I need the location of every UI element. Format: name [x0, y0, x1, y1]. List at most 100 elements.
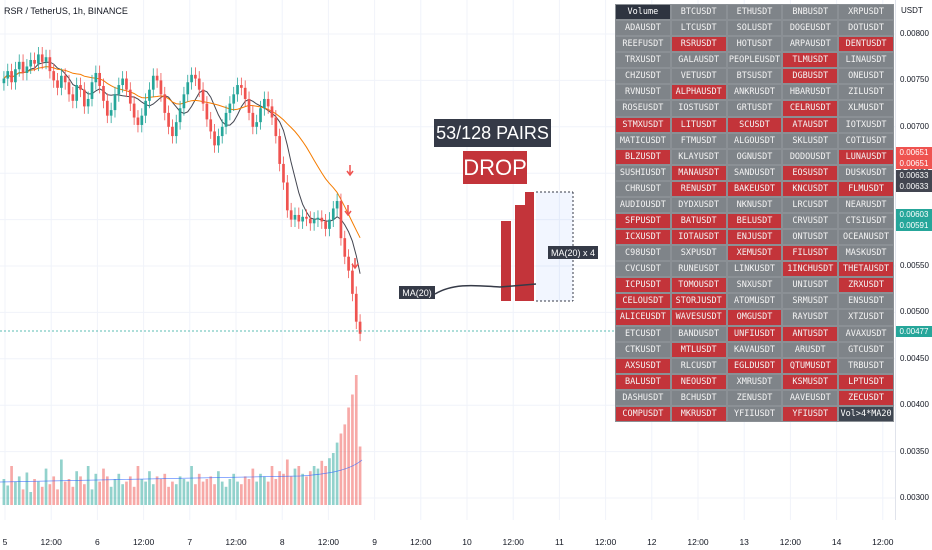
volume-bar [243, 476, 247, 505]
screener-cell: LPTUSDT [838, 373, 894, 390]
candle-body [358, 321, 362, 334]
x-tick-label: 11 [554, 537, 564, 547]
screener-cell: HOTUSDT [726, 36, 783, 53]
candle-body [83, 89, 86, 107]
screener-cell: RENUSDT [670, 180, 727, 197]
y-tick-label: 0.00300 [900, 493, 929, 502]
candle-body [105, 100, 109, 116]
screener-cell: ATOMUSDT [726, 293, 783, 310]
screener-cell: BELUSDT [726, 213, 783, 230]
candle-body [351, 270, 354, 294]
screener-cell: SKLUSDT [782, 132, 839, 149]
candle-body [270, 106, 274, 118]
volume-bar [10, 466, 13, 505]
candle-body [25, 66, 29, 73]
candle-body [171, 126, 174, 137]
screener-cell: REEFUSDT [615, 36, 671, 53]
volume-bar [6, 485, 10, 505]
signal-arrow-down [346, 165, 354, 177]
screener-cell: ZECUSDT [838, 389, 894, 406]
screener-cell: SOLUSDT [726, 20, 783, 37]
screener-cell: RUNEUSDT [670, 261, 727, 278]
volume-bar [33, 479, 36, 505]
screener-cell: LITUSDT [670, 116, 727, 133]
screener-cell: FTMUSDT [670, 132, 727, 149]
screener-cell: OCEANUSDT [838, 229, 894, 246]
candle-body [213, 131, 216, 146]
screener-cell: YFIUSDT [782, 405, 839, 422]
candle-body [140, 115, 144, 125]
candle-body [324, 221, 327, 229]
volume-bar [52, 476, 56, 505]
volume-bar [98, 481, 101, 505]
volume-bar [174, 484, 178, 505]
x-tick-label: 12:00 [132, 537, 155, 547]
screener-cell: AXSUSDT [615, 357, 671, 374]
screener-cell: MKRUSDT [670, 405, 727, 422]
screener-cell: ETHUSDT [726, 4, 783, 21]
volume-bar [289, 476, 293, 505]
volume-bar [128, 476, 132, 505]
candle-body [132, 103, 136, 118]
candle-body [155, 75, 159, 81]
price-tag: 0.00603 [896, 209, 932, 220]
screener-cell: FILUSDT [782, 245, 839, 262]
candle-body [194, 74, 197, 79]
candle-body [40, 54, 44, 62]
candle-body [60, 75, 63, 88]
screener-cell: ICPUSDT [615, 277, 671, 294]
screener-cell: GRTUSDT [726, 100, 783, 117]
volume-bar [274, 479, 278, 505]
ma-slow-line [3, 66, 361, 239]
screener-cell: ATAUSDT [782, 116, 839, 133]
candle-body [282, 163, 285, 183]
screener-cell: GTCUSDT [838, 341, 894, 358]
y-tick-label: 0.00400 [900, 400, 929, 410]
volume-bar [94, 473, 98, 505]
volume-bar [324, 466, 327, 505]
candle-body [209, 119, 213, 132]
volume-bar [171, 481, 174, 505]
candle-body [297, 214, 301, 222]
candle-body [163, 94, 167, 113]
volume-bar [285, 459, 289, 505]
volume-bar [48, 484, 52, 505]
symbol-title[interactable]: RSR / TetherUS, 1h, BINANCE [4, 6, 128, 16]
candle-body [285, 182, 289, 211]
screener-cell: BCHUSDT [670, 389, 727, 406]
candle-body [343, 238, 347, 257]
screener-cell: DYDXUSDT [670, 196, 727, 213]
screener-cell: SNXUSDT [726, 277, 783, 294]
candle-body [259, 108, 262, 123]
x-tick-label: 12:00 [410, 537, 432, 547]
candle-body [151, 75, 155, 90]
candle-body [205, 103, 209, 120]
screener-cell: WAVESUSDT [670, 309, 727, 326]
screener-cell: BAKEUSDT [726, 180, 783, 197]
screener-cell: SUSHIUSDT [615, 164, 671, 181]
ma20-label: MA(20) [399, 286, 435, 299]
screener-cell: CVCUSDT [615, 261, 671, 278]
screener-cell: ANTUSDT [782, 325, 839, 342]
drop-volume-bar [525, 192, 534, 301]
screener-cell: CTKUSDT [615, 341, 671, 358]
screener-cell: LRCUSDT [782, 196, 839, 213]
volume-bar [201, 481, 205, 505]
volume-ma-line [0, 459, 363, 483]
screener-cell: XTZUSDT [838, 309, 894, 326]
x-tick-label: 12:00 [594, 537, 617, 547]
volume-bar [247, 479, 251, 505]
screener-cell: ALGOUSDT [726, 132, 783, 149]
volume-bar [60, 459, 63, 505]
screener-cell: VETUSDT [670, 68, 727, 85]
volume-bar [71, 486, 75, 505]
volume-bar [67, 479, 71, 505]
screener-cell: OMGUSDT [726, 309, 783, 326]
signal-arrow-down [344, 205, 352, 217]
screener-cell: RLCUSDT [670, 357, 727, 374]
screener-cell: RAYUSDT [782, 309, 839, 326]
volume-bar [102, 468, 105, 505]
screener-cell: CELOUSDT [615, 293, 671, 310]
candle-body [247, 98, 251, 113]
candle-body [301, 216, 304, 222]
